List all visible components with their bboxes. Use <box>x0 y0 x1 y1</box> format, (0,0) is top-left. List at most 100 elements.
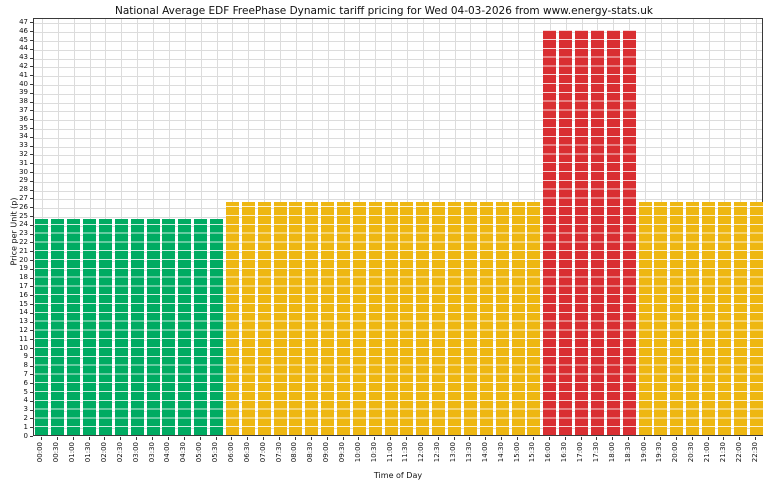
y-tick-mark <box>30 277 33 279</box>
y-tick-mark <box>30 75 33 77</box>
h-gridline <box>34 49 762 51</box>
y-tick-label-32: 32 <box>19 149 28 158</box>
x-tick-label-05:30: 05:30 <box>211 442 219 463</box>
y-tick-label-10: 10 <box>19 343 28 352</box>
h-gridline <box>34 261 762 262</box>
h-gridline <box>34 181 762 183</box>
bar-12:00 <box>416 201 430 435</box>
y-tick-label-26: 26 <box>19 202 28 211</box>
x-tick-mark <box>136 437 138 440</box>
x-tick-label-00:00: 00:00 <box>36 442 45 463</box>
bar-03:00 <box>130 219 144 435</box>
bar-21:00 <box>702 201 715 435</box>
y-tick-mark <box>30 145 33 147</box>
x-tick-label-02:30: 02:30 <box>115 442 124 463</box>
x-tick-label-01:30: 01:30 <box>84 442 92 463</box>
y-tick-label-44: 44 <box>19 44 28 53</box>
y-tick-label-3: 3 <box>23 405 28 414</box>
y-tick-mark <box>30 207 33 209</box>
h-gridline <box>34 349 762 350</box>
x-tick-mark <box>390 437 392 440</box>
h-gridline <box>34 296 762 298</box>
y-tick-mark <box>30 374 33 376</box>
x-tick-mark <box>342 437 344 440</box>
y-tick-mark <box>30 198 33 200</box>
plot-area <box>33 18 763 436</box>
y-tick-label-33: 33 <box>19 141 28 150</box>
h-gridline <box>34 313 762 315</box>
y-tick-mark <box>30 48 33 50</box>
h-gridline <box>34 208 762 210</box>
x-tick-label-16:30: 16:30 <box>560 442 569 463</box>
bar-11:00 <box>384 201 398 435</box>
h-gridline <box>34 58 762 60</box>
y-tick-mark <box>30 22 33 24</box>
x-tick-label-12:30: 12:30 <box>433 442 442 463</box>
y-tick-mark <box>30 180 33 182</box>
x-tick-mark <box>628 437 630 440</box>
y-tick-label-13: 13 <box>19 317 28 326</box>
h-gridline <box>34 120 762 122</box>
bar-06:30 <box>241 201 255 435</box>
y-tick-label-39: 39 <box>19 88 28 97</box>
x-tick-label-01:00: 01:00 <box>68 442 77 463</box>
h-gridline <box>34 366 762 368</box>
h-gridline <box>34 322 762 324</box>
h-gridline <box>34 305 762 306</box>
x-tick-mark <box>167 437 169 440</box>
y-tick-mark <box>30 312 33 314</box>
h-gridline <box>34 67 762 69</box>
y-tick-label-29: 29 <box>19 176 28 185</box>
y-tick-label-19: 19 <box>19 264 28 273</box>
x-tick-mark <box>40 437 42 440</box>
y-tick-mark <box>30 321 33 323</box>
y-tick-label-17: 17 <box>19 281 28 290</box>
bar-04:00 <box>162 219 176 435</box>
y-tick-label-42: 42 <box>19 61 28 70</box>
x-tick-label-18:30: 18:30 <box>623 442 632 463</box>
y-tick-label-23: 23 <box>19 229 28 238</box>
x-tick-label-13:30: 13:30 <box>464 442 473 463</box>
bar-14:30 <box>495 201 509 435</box>
y-tick-mark <box>30 189 33 191</box>
y-tick-mark <box>30 154 33 156</box>
y-tick-mark <box>30 119 33 121</box>
x-tick-label-15:00: 15:00 <box>512 442 521 463</box>
x-tick-mark <box>326 437 328 440</box>
y-tick-label-22: 22 <box>19 237 28 246</box>
h-gridline <box>34 137 762 139</box>
h-gridline <box>34 357 762 359</box>
y-tick-mark <box>30 101 33 103</box>
bar-22:00 <box>733 201 747 435</box>
x-tick-label-03:00: 03:00 <box>131 442 140 463</box>
x-tick-label-04:00: 04:00 <box>163 442 172 463</box>
y-tick-mark <box>30 40 33 41</box>
h-gridline <box>34 393 762 394</box>
x-tick-label-11:30: 11:30 <box>401 442 410 463</box>
x-tick-mark <box>580 437 582 440</box>
y-tick-mark <box>30 260 33 261</box>
bar-09:30 <box>337 201 350 435</box>
bar-09:00 <box>321 201 335 435</box>
y-tick-label-16: 16 <box>19 290 28 299</box>
h-gridline <box>34 76 762 78</box>
y-tick-mark <box>30 128 33 129</box>
x-tick-label-22:30: 22:30 <box>750 442 759 463</box>
y-tick-label-37: 37 <box>19 105 28 114</box>
y-tick-label-24: 24 <box>19 220 28 229</box>
x-tick-label-20:00: 20:00 <box>671 442 680 463</box>
bar-20:00 <box>670 201 684 435</box>
h-gridline <box>34 173 762 174</box>
y-tick-mark <box>30 216 33 217</box>
y-tick-mark <box>30 66 33 68</box>
x-tick-mark <box>707 437 709 440</box>
x-tick-label-14:00: 14:00 <box>480 442 489 463</box>
y-tick-mark <box>30 31 33 33</box>
y-tick-mark <box>30 57 33 59</box>
bar-17:00 <box>575 30 588 435</box>
x-tick-label-09:30: 09:30 <box>338 442 346 463</box>
bar-13:30 <box>463 201 477 435</box>
x-tick-mark <box>199 437 201 440</box>
bar-16:30 <box>559 30 573 435</box>
